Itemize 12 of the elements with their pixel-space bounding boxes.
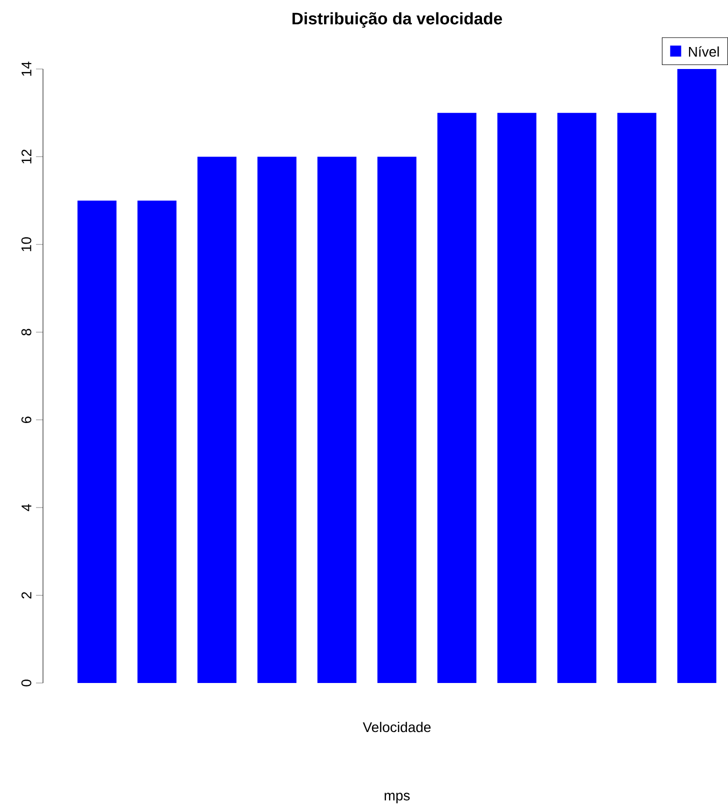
y-tick-label: 4 [22,504,32,512]
chart-title: Distribuição da velocidade [292,12,502,28]
y-tick-label: 10 [21,237,32,252]
x-axis-title: Velocidade [362,722,431,732]
y-tick-label: 8 [21,328,32,336]
text: mps [384,792,410,804]
y-tick-label: 2 [22,592,32,598]
y-tick-label: 6 [21,416,32,424]
legend-label: Nível [688,46,719,57]
y-tick-label: 12 [22,150,32,164]
y-tick-label: 14 [22,62,32,76]
y-tick-label: 0 [21,680,32,686]
